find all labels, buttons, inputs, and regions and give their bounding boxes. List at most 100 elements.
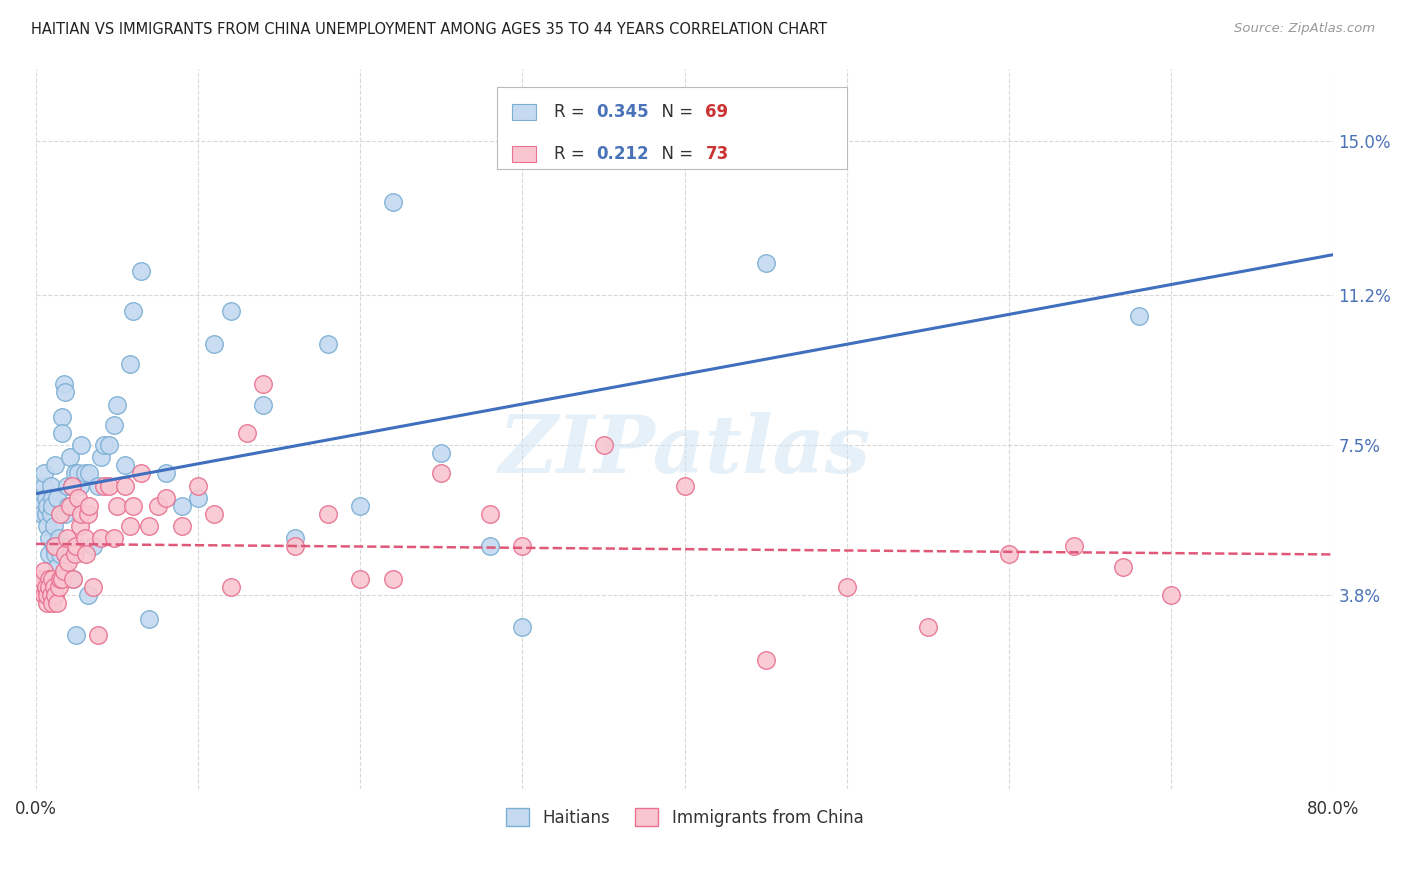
Point [37,588,59,602]
Point [49,572,72,586]
Point [512,620,534,634]
Point [55,531,77,545]
Point [118,357,141,371]
Point [114,458,136,473]
Point [37,499,59,513]
Point [82,580,104,594]
Point [44,539,66,553]
Point [131,467,153,481]
Point [479,539,502,553]
Point [79,467,101,481]
Point [105,499,128,513]
Point [32,478,55,492]
Text: Source: ZipAtlas.com: Source: ZipAtlas.com [1234,22,1375,36]
Point [46,491,69,505]
Point [93,478,115,492]
Point [284,531,307,545]
Point [48,531,70,545]
Point [60,478,83,492]
Text: N =: N = [651,103,699,121]
Point [63,548,86,562]
Point [86,628,108,642]
Point [38,531,60,545]
Point [103,531,125,545]
Point [67,467,90,481]
Point [381,572,404,586]
Point [58,499,80,513]
Point [62,572,84,586]
Point [51,409,73,424]
Point [512,539,534,553]
Text: ZIPatlas: ZIPatlas [499,412,870,489]
Point [51,572,73,586]
Point [1063,539,1085,553]
Point [76,588,98,602]
Point [155,491,177,505]
Point [90,531,112,545]
Point [39,507,62,521]
Point [39,478,62,492]
Text: 0.212: 0.212 [596,145,650,162]
Point [49,507,72,521]
Point [755,256,778,270]
Point [42,539,65,553]
Point [30,499,52,513]
Point [37,519,59,533]
Point [55,478,77,492]
Point [73,531,96,545]
Point [93,438,115,452]
Point [1160,588,1182,602]
Point [34,507,56,521]
Point [202,336,225,351]
Point [755,653,778,667]
Point [90,450,112,465]
Point [31,507,53,521]
Point [51,425,73,440]
Point [52,377,75,392]
Text: 69: 69 [706,103,728,121]
Point [138,519,160,533]
Point [65,628,87,642]
Point [202,507,225,521]
Point [41,491,63,505]
Point [30,580,52,594]
Point [219,304,242,318]
Point [187,491,209,505]
Point [835,580,858,594]
Point [70,507,93,521]
Point [44,548,66,562]
Point [32,467,55,481]
Point [38,580,60,594]
Point [59,499,82,513]
Point [46,559,69,574]
Text: 73: 73 [706,145,728,162]
Point [58,556,80,570]
Point [187,478,209,492]
Point [53,507,76,521]
Point [63,467,86,481]
Text: N =: N = [651,145,699,162]
Point [31,572,53,586]
Point [59,450,82,465]
Point [48,580,70,594]
Point [252,398,274,412]
Point [592,438,614,452]
Point [349,499,371,513]
Point [82,539,104,553]
Point [97,478,120,492]
Point [118,519,141,533]
Point [53,548,76,562]
Point [349,572,371,586]
Point [1111,559,1133,574]
Point [34,491,56,505]
Point [62,572,84,586]
Point [917,620,939,634]
Point [252,377,274,392]
Point [236,425,259,440]
Point [67,491,90,505]
Point [122,304,145,318]
Point [79,499,101,513]
Point [170,519,193,533]
Text: R =: R = [554,145,589,162]
Point [155,467,177,481]
